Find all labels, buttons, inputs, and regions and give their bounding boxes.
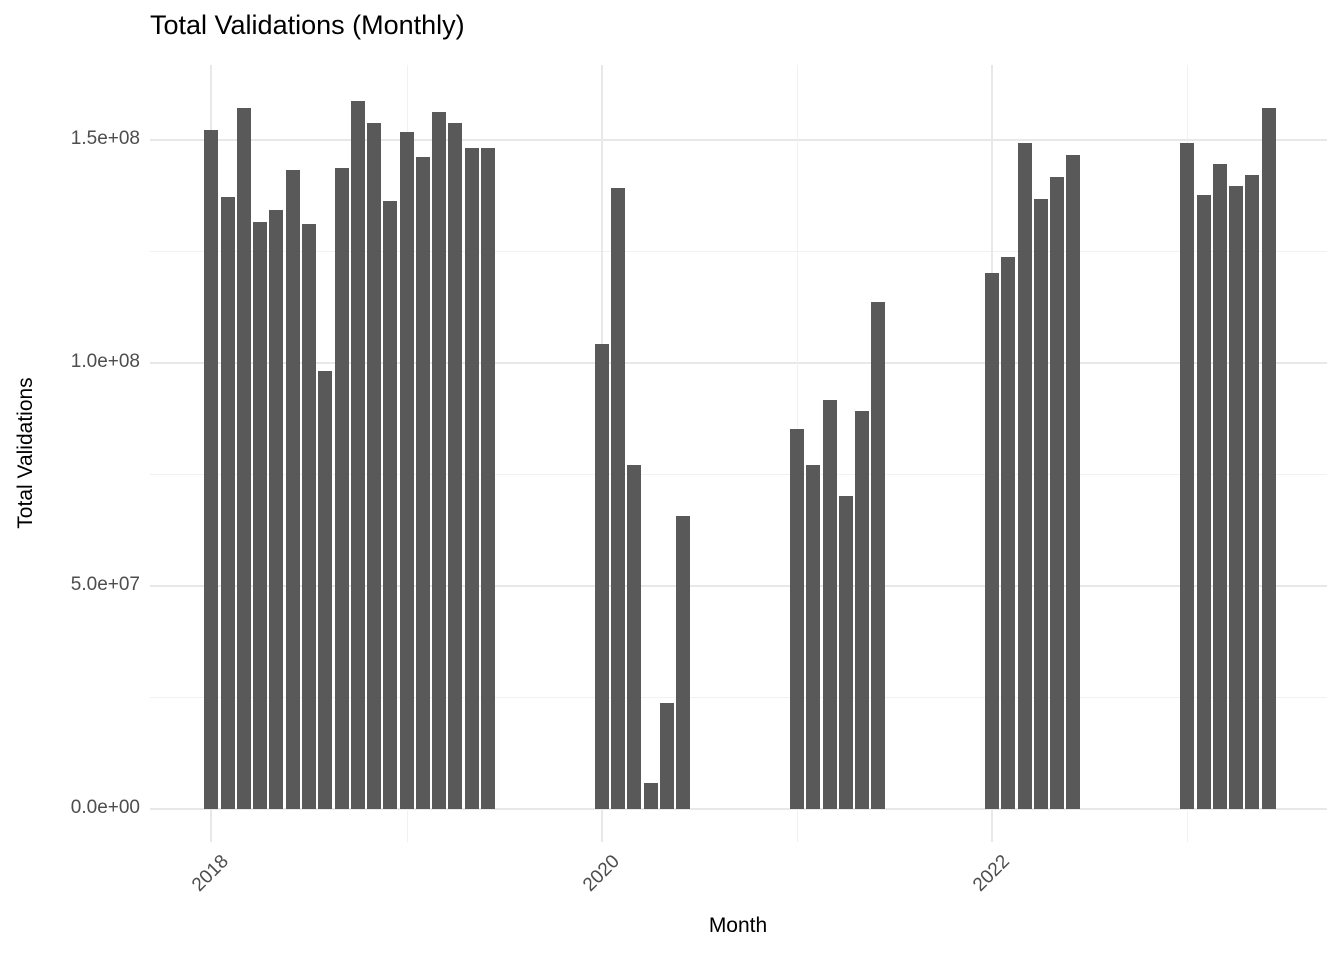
y-gridline-major	[150, 808, 1327, 810]
y-gridline-major	[150, 139, 1327, 141]
bar-2019-03	[432, 112, 447, 809]
y-gridline-major	[150, 362, 1327, 364]
y-tick-label: 0.0e+00	[70, 797, 140, 818]
bar-2020-01	[594, 344, 609, 809]
bar-2021-04	[838, 495, 853, 809]
bar-2018-04	[253, 221, 268, 809]
bar-2021-02	[806, 464, 821, 809]
bar-2019-06	[480, 147, 495, 809]
bar-2018-02	[220, 196, 235, 809]
y-gridline-major	[150, 585, 1327, 587]
bar-2022-01	[985, 272, 1000, 809]
bar-2020-03	[627, 464, 642, 809]
bar-2023-04	[1229, 185, 1244, 809]
bar-2020-05	[659, 703, 674, 809]
bar-2019-04	[448, 123, 463, 809]
bar-2019-01	[399, 132, 414, 809]
bar-2018-08	[318, 370, 333, 809]
bar-2018-10	[350, 101, 365, 809]
x-tick-label: 2022	[969, 851, 1015, 896]
bar-2022-04	[1033, 199, 1048, 809]
bar-2019-02	[415, 156, 430, 809]
bar-2022-03	[1017, 143, 1032, 809]
bar-2018-03	[236, 107, 251, 809]
y-tick-label: 1.5e+08	[70, 128, 140, 149]
bar-2020-06	[676, 515, 691, 809]
bar-2018-11	[367, 123, 382, 809]
bar-2020-02	[611, 188, 626, 809]
bar-2018-12	[383, 201, 398, 809]
bar-2018-09	[334, 167, 349, 809]
bar-2023-05	[1245, 174, 1260, 809]
bar-2021-01	[789, 428, 804, 809]
bar-2020-04	[643, 783, 658, 809]
bar-2018-06	[285, 170, 300, 809]
bar-2023-02	[1196, 194, 1211, 809]
bar-2022-05	[1050, 176, 1065, 809]
bar-2022-02	[1001, 257, 1016, 809]
y-gridline-minor	[150, 250, 1327, 252]
x-tick-label: 2018	[188, 851, 234, 896]
bar-2018-05	[269, 210, 284, 809]
bar-2023-03	[1212, 163, 1227, 809]
bar-2023-01	[1180, 143, 1195, 809]
bar-2021-05	[855, 411, 870, 809]
y-gridline-minor	[150, 696, 1327, 698]
bar-2022-06	[1066, 154, 1081, 809]
bar-2021-03	[822, 399, 837, 809]
bar-2021-06	[871, 301, 886, 809]
x-tick-label: 2020	[578, 851, 624, 896]
bar-2018-07	[301, 223, 316, 809]
bar-2019-05	[464, 147, 479, 809]
y-gridline-minor	[150, 473, 1327, 475]
bar-2018-01	[204, 130, 219, 809]
x-axis-title: Month	[708, 914, 768, 937]
y-tick-label: 1.0e+08	[70, 351, 140, 372]
y-axis-title: Total Validations	[14, 377, 37, 529]
y-tick-label: 5.0e+07	[70, 574, 140, 595]
chart-title: Total Validations (Monthly)	[150, 10, 465, 40]
bar-2023-06	[1261, 107, 1276, 809]
